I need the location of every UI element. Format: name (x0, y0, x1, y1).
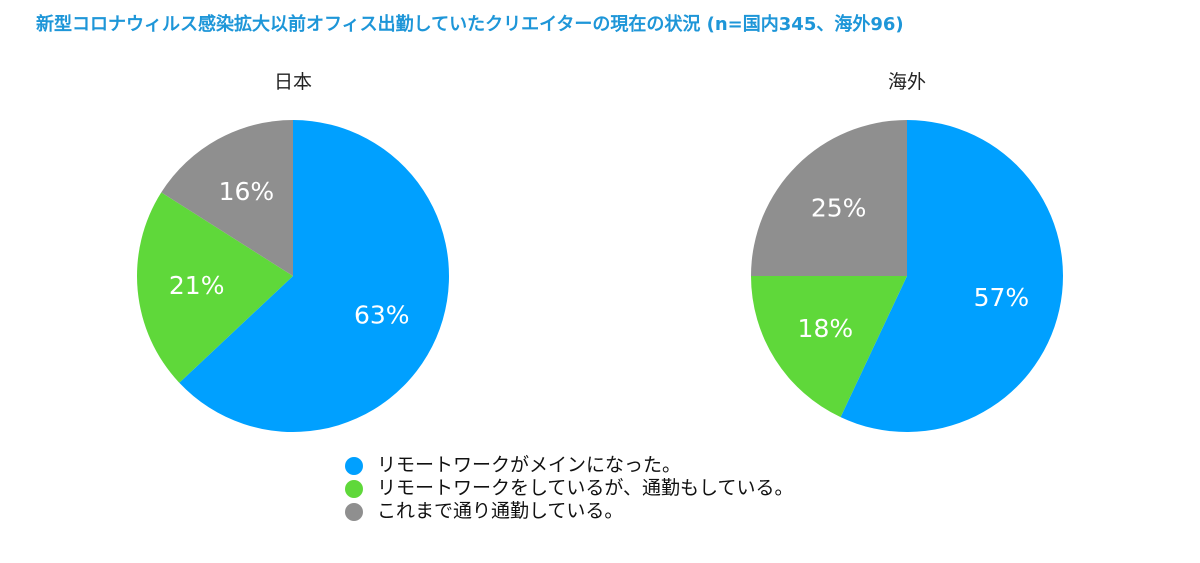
legend-swatch-remote-main (345, 456, 363, 475)
slice-label-mixed: 18% (798, 314, 854, 343)
slice-label-commute: 25% (811, 194, 867, 223)
pie-slice-mixed (137, 192, 293, 383)
legend-item-commute: これまで通り通勤している。 (345, 500, 793, 523)
chart-title: 新型コロナウィルス感染拡大以前オフィス出勤していたクリエイターの現在の状況 (n… (36, 14, 904, 35)
slice-label-remote-main: 57% (974, 283, 1030, 312)
legend-item-remote-main: リモートワークがメインになった。 (345, 454, 793, 477)
slice-label-mixed: 21% (169, 271, 225, 300)
slice-label-remote-main: 63% (354, 300, 410, 329)
legend-label: リモートワークをしているが、通勤もしている。 (377, 477, 794, 499)
legend-item-mixed: リモートワークをしているが、通勤もしている。 (345, 477, 793, 500)
pie-slice-mixed (751, 276, 907, 418)
legend-swatch-commute (345, 502, 363, 521)
legend-swatch-mixed (345, 479, 363, 498)
slice-label-commute: 16% (219, 177, 275, 206)
pie-slice-commute (751, 120, 907, 276)
legend-label: リモートワークがメインになった。 (377, 454, 682, 476)
pie-chart-japan: 63% 21% 16% (137, 120, 450, 432)
pie-title-japan: 日本 (273, 71, 313, 93)
pie-slice-commute (161, 120, 293, 276)
pie-slice-remote-main (179, 120, 450, 432)
pie-chart-overseas: 57% 18% 25% (751, 120, 1064, 433)
legend-label: これまで通り通勤している。 (377, 500, 624, 522)
pie-title-overseas: 海外 (887, 71, 927, 93)
legend: リモートワークがメインになった。 リモートワークをしているが、通勤もしている。 … (345, 454, 793, 523)
pie-slice-remote-main (840, 120, 1064, 433)
